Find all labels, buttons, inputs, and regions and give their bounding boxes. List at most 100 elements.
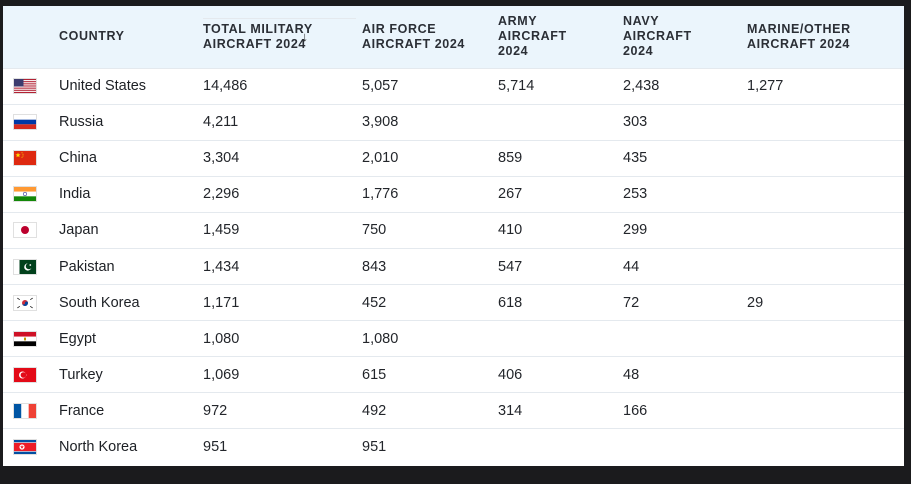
- marine-other-aircraft: [747, 429, 904, 465]
- table-row[interactable]: United States 14,486 5,057 5,714 2,438 1…: [3, 68, 904, 104]
- country-name: South Korea: [59, 294, 140, 311]
- army-aircraft: 618: [498, 294, 523, 311]
- air-force-aircraft: 2,010: [362, 150, 399, 167]
- air-force-aircraft: 452: [362, 294, 387, 311]
- country-name: Pakistan: [59, 258, 115, 275]
- table-row[interactable]: Egypt 1,080 1,080: [3, 320, 904, 357]
- air-force-aircraft: 492: [362, 402, 387, 419]
- army-aircraft: 406: [498, 366, 523, 383]
- header-marine-other-aircraft[interactable]: MARINE/OTHER AIRCRAFT 2024: [747, 21, 851, 51]
- table-row[interactable]: South Korea 1,171 452 618 72 29: [3, 284, 904, 321]
- army-aircraft: [498, 429, 623, 465]
- navy-aircraft: 299: [623, 222, 648, 239]
- russia-flag-icon: [14, 115, 36, 130]
- header-army-aircraft[interactable]: ARMY AIRCRAFT 2024: [498, 14, 567, 59]
- marine-other-aircraft: 1,277: [747, 78, 784, 95]
- table-row[interactable]: China 3,304 2,010 859 435: [3, 140, 904, 176]
- table-row[interactable]: Russia 4,211 3,908 303: [3, 104, 904, 140]
- navy-aircraft: [623, 429, 747, 465]
- navy-aircraft: 44: [623, 258, 640, 275]
- country-name: Japan: [59, 222, 99, 239]
- table-row[interactable]: North Korea 951 951: [3, 428, 904, 465]
- total-aircraft: 2,296: [203, 186, 240, 203]
- france-flag-icon: [14, 403, 36, 418]
- navy-aircraft: 303: [623, 114, 648, 131]
- air-force-aircraft: 615: [362, 366, 387, 383]
- total-aircraft: 972: [203, 402, 228, 419]
- aircraft-table-panel: COUNTRY TOTAL MILITARY AIRCRAFT 2024 ↓ A…: [3, 6, 904, 466]
- marine-other-aircraft: [747, 212, 904, 248]
- marine-other-aircraft: [747, 104, 904, 140]
- army-aircraft: [498, 321, 623, 357]
- arrow-down-icon[interactable]: ↓: [301, 29, 309, 45]
- air-force-aircraft: 843: [362, 258, 387, 275]
- total-aircraft: 1,171: [203, 294, 240, 311]
- header-country[interactable]: COUNTRY: [59, 29, 125, 44]
- country-name: Egypt: [59, 330, 97, 347]
- air-force-aircraft: 5,057: [362, 78, 399, 95]
- country-name: India: [59, 186, 91, 203]
- total-aircraft: 14,486: [203, 78, 248, 95]
- total-aircraft: 3,304: [203, 150, 240, 167]
- marine-other-aircraft: [747, 140, 904, 176]
- marine-other-aircraft: [747, 393, 904, 429]
- air-force-aircraft: 750: [362, 222, 387, 239]
- air-force-aircraft: 951: [362, 439, 387, 456]
- navy-aircraft: 435: [623, 150, 648, 167]
- military-aircraft-table: COUNTRY TOTAL MILITARY AIRCRAFT 2024 ↓ A…: [3, 6, 904, 465]
- japan-flag-icon: [14, 223, 36, 238]
- army-aircraft: 5,714: [498, 78, 535, 95]
- marine-other-aircraft: [747, 248, 904, 284]
- navy-aircraft: 72: [623, 294, 640, 311]
- navy-aircraft: 48: [623, 366, 640, 383]
- north-korea-flag-icon: [14, 440, 36, 455]
- air-force-aircraft: 1,080: [362, 330, 399, 347]
- total-aircraft: 951: [203, 439, 228, 456]
- header-total-military-aircraft[interactable]: TOTAL MILITARY AIRCRAFT 2024 ↓: [203, 6, 362, 68]
- country-name: Russia: [59, 114, 104, 131]
- marine-other-aircraft: [747, 321, 904, 357]
- army-aircraft: 547: [498, 258, 523, 275]
- table-header-row: COUNTRY TOTAL MILITARY AIRCRAFT 2024 ↓ A…: [3, 6, 904, 68]
- header-flag: [3, 6, 59, 68]
- army-aircraft: 410: [498, 222, 523, 239]
- army-aircraft: 314: [498, 402, 523, 419]
- total-aircraft: 1,080: [203, 330, 240, 347]
- navy-aircraft: 253: [623, 186, 648, 203]
- china-flag-icon: [14, 151, 36, 166]
- header-total-line1: TOTAL MILITARY: [203, 22, 313, 37]
- egypt-flag-icon: [14, 331, 36, 346]
- total-aircraft: 1,069: [203, 366, 240, 383]
- country-name: United States: [59, 78, 147, 95]
- us-flag-icon: [14, 79, 36, 94]
- turkey-flag-icon: [14, 367, 36, 382]
- total-aircraft: 1,434: [203, 258, 240, 275]
- table-row[interactable]: India 2,296 1,776 267 253: [3, 176, 904, 212]
- india-flag-icon: [14, 187, 36, 202]
- country-name: France: [59, 402, 105, 419]
- marine-other-aircraft: 29: [747, 294, 764, 311]
- total-aircraft: 4,211: [203, 114, 239, 131]
- navy-aircraft: [623, 321, 747, 357]
- table-row[interactable]: Japan 1,459 750 410 299: [3, 212, 904, 248]
- country-name: China: [59, 150, 97, 167]
- army-aircraft: 859: [498, 150, 523, 167]
- army-aircraft: [498, 104, 623, 140]
- header-air-force-aircraft[interactable]: AIR FORCE AIRCRAFT 2024: [362, 21, 465, 51]
- marine-other-aircraft: [747, 357, 904, 393]
- air-force-aircraft: 3,908: [362, 114, 399, 131]
- navy-aircraft: 166: [623, 402, 648, 419]
- table-row[interactable]: Turkey 1,069 615 406 48: [3, 356, 904, 393]
- south-korea-flag-icon: [14, 295, 36, 310]
- header-total-line2: AIRCRAFT 2024: [203, 37, 306, 52]
- country-name: Turkey: [59, 366, 103, 383]
- table-row[interactable]: France 972 492 314 166: [3, 392, 904, 429]
- table-row[interactable]: Pakistan 1,434 843 547 44: [3, 248, 904, 284]
- air-force-aircraft: 1,776: [362, 186, 399, 203]
- country-name: North Korea: [59, 439, 138, 456]
- pakistan-flag-icon: [14, 259, 36, 274]
- header-navy-aircraft[interactable]: NAVY AIRCRAFT 2024: [623, 14, 692, 59]
- navy-aircraft: 2,438: [623, 78, 660, 95]
- army-aircraft: 267: [498, 186, 523, 203]
- marine-other-aircraft: [747, 176, 904, 212]
